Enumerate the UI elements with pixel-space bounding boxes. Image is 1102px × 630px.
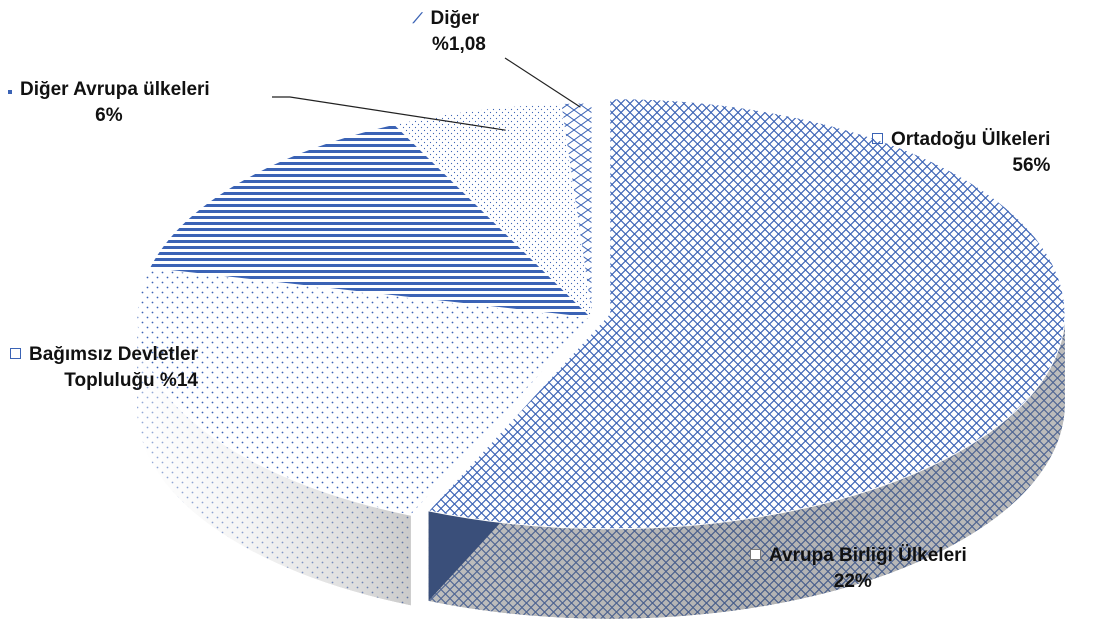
pie-slices xyxy=(136,98,1066,530)
lines-pattern-icon xyxy=(10,348,21,359)
leader-line-diger-avrupa xyxy=(272,96,506,131)
brick-pattern-icon: ⟋ xyxy=(412,10,423,26)
leader-lines xyxy=(272,57,581,131)
label-ortadogu: Ortadoğu Ülkeleri 56% xyxy=(872,127,1050,179)
label-avrupa-birligi-name: Avrupa Birliği Ülkeleri xyxy=(769,545,967,566)
label-diger-avrupa-name: Diğer Avrupa ülkeleri xyxy=(20,79,210,100)
dots-pattern-icon xyxy=(750,549,761,560)
slice-bdt xyxy=(148,123,594,319)
label-bdt: Bağımsız Devletler Topluluğu %14 xyxy=(10,342,198,394)
label-diger-name: Diğer xyxy=(430,8,480,29)
slice-diger xyxy=(560,102,593,319)
diamond-pattern-icon xyxy=(872,133,883,144)
slice-avrupa-birligi xyxy=(136,267,594,516)
label-diger-value: %1,08 xyxy=(432,34,486,55)
slice-ortadogu xyxy=(427,98,1066,530)
label-avrupa-birligi: Avrupa Birliği Ülkeleri 22% xyxy=(750,543,967,595)
label-ortadogu-name: Ortadoğu Ülkeleri xyxy=(891,129,1051,150)
leader-line-diger xyxy=(504,57,581,108)
label-diger-avrupa: Diğer Avrupa ülkeleri 6% xyxy=(8,77,210,129)
slice-ortadogu-side-pattern xyxy=(428,313,1065,619)
slice-avrupa-birligi-side-pattern xyxy=(137,318,411,606)
label-ortadogu-value: 56% xyxy=(1012,155,1051,176)
label-diger: ⟋ Diğer %1,08 xyxy=(406,5,486,58)
slice-diger-avrupa xyxy=(393,102,593,320)
label-diger-avrupa-value: 6% xyxy=(95,105,123,126)
label-bdt-line1: Bağımsız Devletler xyxy=(29,344,198,365)
label-bdt-line2: Topluluğu %14 xyxy=(64,370,198,391)
small-dots-pattern-icon xyxy=(8,90,12,94)
label-avrupa-birligi-value: 22% xyxy=(833,571,872,592)
